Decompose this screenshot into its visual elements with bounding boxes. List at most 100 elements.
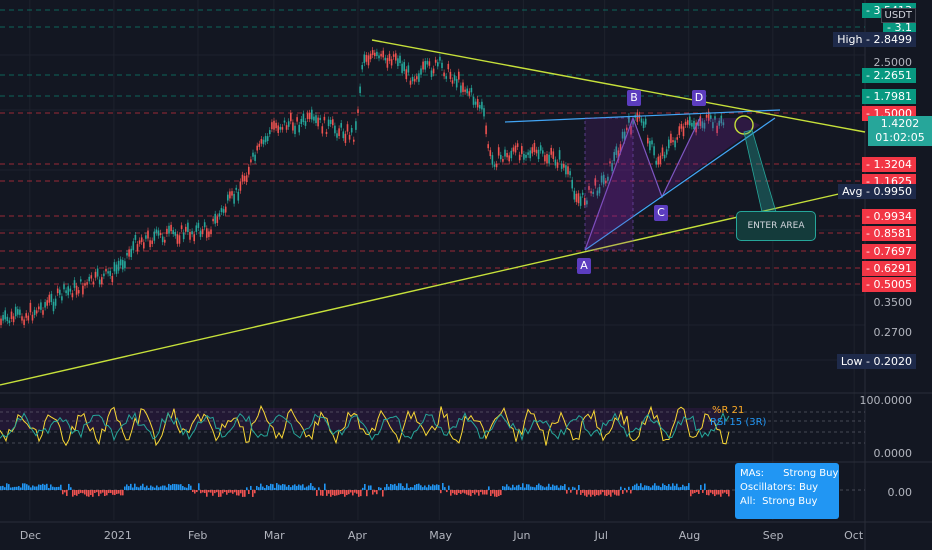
hist-bar xyxy=(578,485,580,490)
candle-body xyxy=(134,234,137,240)
candle-body xyxy=(615,146,618,155)
candle-body xyxy=(416,76,418,80)
price-level-tag: - 1.7981 xyxy=(862,89,916,104)
hist-bar xyxy=(640,483,642,490)
candle-body xyxy=(138,240,141,244)
candle-body xyxy=(409,80,412,85)
candle-body xyxy=(470,87,473,93)
candle-body xyxy=(113,262,116,272)
price-level-tag: - 0.6291 xyxy=(862,261,916,276)
hist-bar xyxy=(706,490,708,495)
candle-body xyxy=(642,121,645,128)
candle-body xyxy=(256,145,258,151)
histogram-pane xyxy=(0,483,865,497)
candle-body xyxy=(689,116,691,126)
hist-bar xyxy=(272,484,274,490)
hist-bar xyxy=(420,485,422,490)
hist-bar xyxy=(378,487,380,490)
hist-bar xyxy=(610,490,612,497)
hist-bar xyxy=(636,483,638,490)
candle-body xyxy=(172,230,174,235)
candle-body xyxy=(92,281,95,285)
candle-body xyxy=(269,130,271,135)
hist-bar xyxy=(204,490,206,494)
time-axis-label: Mar xyxy=(263,529,285,542)
hist-bar xyxy=(658,485,660,490)
time-axis-label: Apr xyxy=(347,529,367,542)
candle-body xyxy=(27,315,30,321)
candle-body xyxy=(464,89,466,92)
candle-body xyxy=(71,293,74,298)
currency-label[interactable]: USDT xyxy=(880,8,916,23)
candle-body xyxy=(424,61,426,70)
candle-body xyxy=(353,139,355,142)
candle-body xyxy=(161,236,164,243)
candle-body xyxy=(521,146,523,154)
hist-bar xyxy=(276,483,278,490)
technical-summary[interactable]: MAs: Strong Buy Oscillators: Buy All: St… xyxy=(735,463,839,519)
hist-bar xyxy=(78,490,80,494)
hist-bar xyxy=(338,490,340,495)
candle-body xyxy=(178,235,181,244)
hist-bar xyxy=(602,490,604,493)
hist-bar xyxy=(606,490,608,497)
candle-body xyxy=(143,242,145,249)
candle-body xyxy=(418,73,420,82)
candle-body xyxy=(48,294,51,303)
hist-bar xyxy=(444,487,446,490)
hist-bar xyxy=(584,490,586,496)
hist-bar xyxy=(574,487,576,490)
pattern-box xyxy=(584,117,634,251)
candle-body xyxy=(151,240,153,244)
hist-bar xyxy=(316,490,318,496)
hist-bar xyxy=(50,484,52,490)
hist-bar xyxy=(388,486,390,490)
candle-body xyxy=(369,53,372,60)
hist-bar xyxy=(528,484,530,490)
hist-bar xyxy=(632,486,634,490)
hist-bar xyxy=(346,490,348,496)
candle-body xyxy=(119,259,122,266)
candle-body xyxy=(458,71,460,80)
hist-bar xyxy=(440,490,442,494)
hist-bar xyxy=(116,490,118,494)
candle-body xyxy=(703,122,706,129)
candle-body xyxy=(281,127,284,130)
hist-bar xyxy=(212,490,214,496)
hist-bar xyxy=(350,490,352,493)
price-level-tag: - 0.9934 xyxy=(862,209,916,224)
candle-body xyxy=(300,118,303,125)
hist-bar xyxy=(626,490,628,493)
hist-bar xyxy=(278,484,280,490)
candle-body xyxy=(67,286,69,296)
hist-bar xyxy=(630,490,632,494)
candle-body xyxy=(325,131,328,135)
candle-body xyxy=(571,179,573,189)
hist-bar xyxy=(696,490,698,493)
hist-bar xyxy=(544,487,546,490)
candle-body xyxy=(52,301,55,312)
candle-body xyxy=(46,300,48,306)
rsi-label: RSI 15 (3R) xyxy=(710,417,767,428)
candle-body xyxy=(153,231,156,241)
candle-body xyxy=(122,260,124,270)
hist-value: 0.00 xyxy=(887,486,913,499)
candle-body xyxy=(537,149,540,160)
hist-bar xyxy=(308,485,310,490)
hist-bar xyxy=(298,484,300,490)
candle-body xyxy=(59,289,61,295)
candle-body xyxy=(90,275,93,279)
hist-bar xyxy=(312,486,314,490)
candle-body xyxy=(235,187,237,190)
candle-body xyxy=(455,79,458,88)
hist-bar xyxy=(22,483,24,490)
candle-body xyxy=(145,235,147,239)
hist-bar xyxy=(186,487,188,490)
hist-bar xyxy=(616,490,618,496)
candle-body xyxy=(602,174,605,185)
candles-group xyxy=(0,47,725,329)
candle-body xyxy=(619,144,622,153)
hist-bar xyxy=(112,490,114,495)
